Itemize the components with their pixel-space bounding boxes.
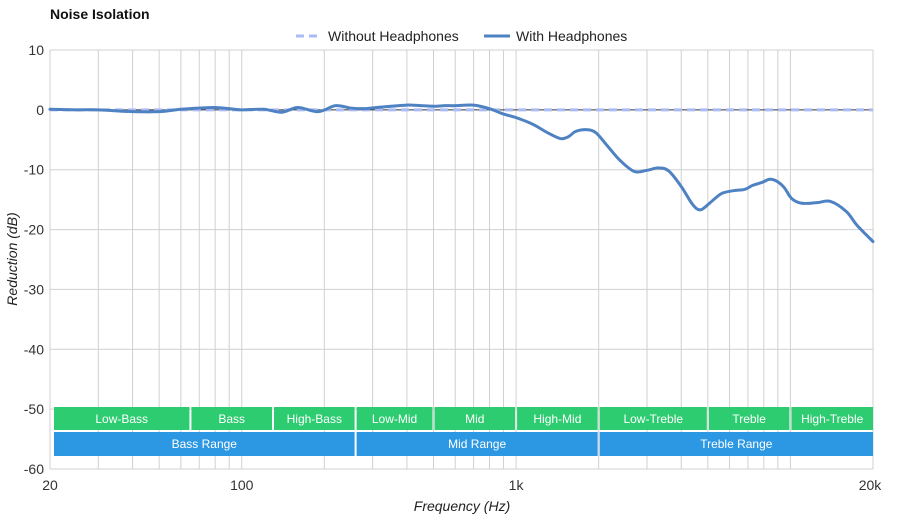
band-label: Mid [465, 412, 484, 426]
y-tick-label: -40 [24, 341, 44, 357]
x-tick-label: 100 [230, 477, 254, 493]
y-tick-label: 10 [28, 42, 44, 58]
band-label: Low-Mid [372, 412, 417, 426]
y-tick-label: -30 [24, 281, 44, 297]
legend: Without Headphones With Headphones [296, 28, 627, 44]
band-label: Bass [218, 412, 245, 426]
band-mid [434, 407, 516, 430]
y-tick-label: -20 [24, 222, 44, 238]
legend-label-without-headphones: Without Headphones [328, 28, 459, 44]
range-label: Treble Range [700, 437, 773, 451]
band-low-mid [356, 407, 433, 430]
band-label: High-Bass [287, 412, 342, 426]
range-bass-range [54, 432, 355, 456]
band-high-mid [517, 407, 598, 430]
band-high-treble [791, 407, 873, 430]
range-mid-range [356, 432, 598, 456]
band-label: High-Treble [801, 412, 864, 426]
range-label: Bass Range [172, 437, 238, 451]
band-bass [191, 407, 273, 430]
range-treble-range [599, 432, 873, 456]
y-tick-label: -10 [24, 162, 44, 178]
band-treble [708, 407, 790, 430]
band-label: Low-Treble [623, 412, 683, 426]
band-low-treble [599, 407, 707, 430]
chart-title: Noise Isolation [50, 6, 150, 22]
band-label: Treble [732, 412, 766, 426]
grid [49, 49, 874, 470]
y-tick-label: -60 [24, 461, 44, 477]
series-line-with-headphones [48, 103, 875, 244]
y-axis-label: Reduction (dB) [4, 212, 20, 305]
x-tick-label: 1k [509, 477, 525, 493]
band-label: Low-Bass [95, 412, 148, 426]
x-tick-label: 20 [42, 477, 58, 493]
band-high-bass [274, 407, 355, 430]
series-lines [48, 103, 875, 244]
legend-label-with-headphones: With Headphones [516, 28, 627, 44]
band-low-bass [54, 407, 190, 430]
band-label: High-Mid [533, 412, 581, 426]
x-axis-label: Frequency (Hz) [414, 498, 510, 514]
x-tick-label: 20k [859, 477, 883, 493]
y-tick-label: 0 [36, 102, 44, 118]
y-tick-label: -50 [24, 401, 44, 417]
frequency-bands: Low-Bass Bass High-Bass Low-Mid Mid High-Mid L… [54, 407, 873, 456]
range-label: Mid Range [448, 437, 506, 451]
